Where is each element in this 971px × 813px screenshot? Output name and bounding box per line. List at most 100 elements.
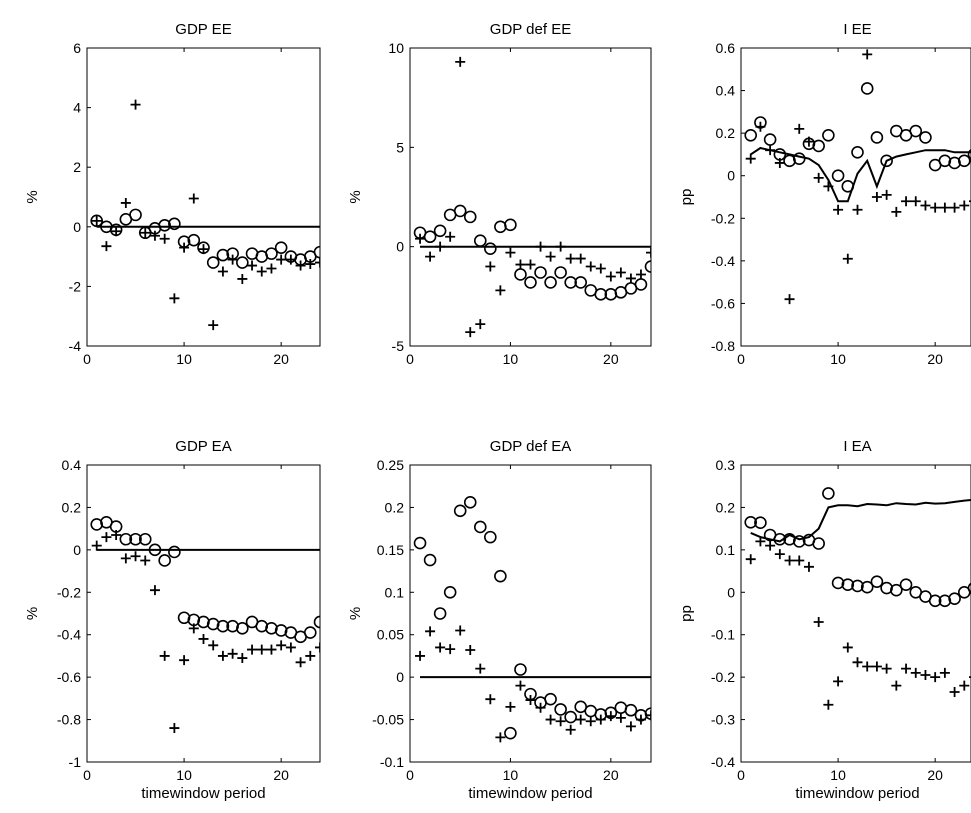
circle-point bbox=[744, 515, 758, 529]
y-tick-label: 0 bbox=[73, 219, 81, 235]
circle-point bbox=[433, 224, 447, 238]
circle-point bbox=[138, 532, 152, 546]
plus-point bbox=[159, 650, 170, 661]
plus-point bbox=[901, 196, 912, 207]
plus-point bbox=[595, 714, 606, 725]
circle-point bbox=[919, 131, 932, 144]
chart-title: GDP EE bbox=[175, 21, 231, 38]
plus-point bbox=[565, 253, 576, 264]
plus-point bbox=[237, 653, 248, 664]
circle-point bbox=[851, 579, 864, 593]
x-axis-label: timewindow period bbox=[795, 785, 919, 802]
circle-point bbox=[216, 248, 230, 262]
plus-point bbox=[188, 623, 199, 634]
plus-point bbox=[794, 123, 805, 134]
plus-point bbox=[635, 269, 646, 280]
plus-point bbox=[465, 327, 476, 338]
plus-point bbox=[425, 251, 436, 262]
plus-point bbox=[435, 642, 446, 653]
x-axis-label: timewindow period bbox=[141, 785, 265, 802]
chart-panel-3: 0 10 20 -0.8 -0.6 -0.4 -0.2 0 0.2 0.4 0.6 I EE pp bbox=[678, 21, 971, 367]
plus-point bbox=[111, 530, 122, 541]
circle-point bbox=[554, 266, 567, 279]
y-axis-label: % bbox=[347, 190, 364, 203]
circle-point bbox=[644, 260, 651, 273]
circle-point bbox=[206, 617, 220, 631]
y-tick-label: 6 bbox=[73, 40, 81, 56]
circle-point bbox=[812, 537, 825, 550]
circle-point bbox=[534, 266, 547, 279]
plus-point bbox=[585, 261, 596, 272]
plus-point bbox=[505, 247, 516, 258]
circle-point bbox=[90, 518, 104, 531]
plus-point bbox=[565, 724, 576, 735]
plot-frame bbox=[740, 47, 971, 347]
y-tick-label: -4 bbox=[69, 338, 82, 354]
plus-point bbox=[101, 532, 112, 543]
y-tick-label: 0.05 bbox=[377, 627, 404, 643]
plus-point bbox=[625, 721, 636, 732]
y-tick-label: 0.4 bbox=[62, 457, 82, 473]
plus-point bbox=[813, 172, 824, 183]
circle-point bbox=[514, 663, 527, 676]
y-tick-label: -0.8 bbox=[57, 712, 81, 728]
plus-point bbox=[745, 153, 756, 164]
circle-point bbox=[313, 615, 320, 629]
y-tick-label: -0.2 bbox=[711, 669, 735, 685]
y-tick-label: 0.1 bbox=[716, 542, 736, 558]
x-tick-label: 20 bbox=[273, 351, 289, 367]
circle-point bbox=[860, 82, 874, 95]
y-tick-label: 0.15 bbox=[377, 542, 404, 558]
plus-point bbox=[295, 657, 306, 668]
plus-point bbox=[425, 626, 436, 637]
plus-point bbox=[949, 202, 960, 213]
plus-point bbox=[276, 254, 287, 265]
plus-point bbox=[495, 732, 506, 743]
x-axis-label: timewindow period bbox=[468, 785, 592, 802]
plus-point bbox=[555, 716, 566, 727]
chart-title: I EA bbox=[843, 438, 871, 455]
plus-point bbox=[188, 193, 199, 204]
plus-point bbox=[575, 714, 586, 725]
plus-point bbox=[120, 197, 131, 208]
plus-point bbox=[949, 686, 960, 697]
plus-point bbox=[505, 701, 516, 712]
circle-point bbox=[938, 594, 952, 608]
circle-point bbox=[890, 583, 903, 597]
plus-point bbox=[295, 260, 306, 271]
plus-point bbox=[149, 230, 160, 241]
circle-point bbox=[544, 692, 557, 706]
plus-point bbox=[208, 320, 219, 331]
y-tick-label: -0.2 bbox=[711, 210, 735, 226]
y-tick-label: 0.2 bbox=[385, 499, 405, 515]
plus-point bbox=[959, 200, 970, 211]
plus-point bbox=[208, 640, 219, 651]
x-tick-label: 0 bbox=[83, 767, 91, 783]
plus-point bbox=[635, 714, 646, 725]
circle-point bbox=[967, 582, 971, 594]
x-tick-label: 0 bbox=[737, 351, 745, 367]
circle-point bbox=[644, 707, 651, 720]
y-tick-label: -0.3 bbox=[711, 712, 735, 728]
plus-point bbox=[515, 680, 526, 691]
plus-point bbox=[227, 648, 238, 659]
circle-point bbox=[129, 208, 142, 222]
plus-point bbox=[765, 540, 776, 551]
plus-point bbox=[852, 204, 863, 215]
plus-point bbox=[605, 271, 616, 282]
y-tick-label: 10 bbox=[388, 40, 404, 56]
plus-point bbox=[615, 712, 626, 723]
plus-point bbox=[784, 294, 795, 305]
circle-point bbox=[928, 594, 942, 608]
plus-point bbox=[169, 723, 180, 734]
series-group bbox=[90, 515, 320, 734]
plus-point bbox=[120, 553, 131, 564]
plus-point bbox=[179, 655, 190, 666]
y-tick-label: 0.2 bbox=[716, 125, 736, 141]
plus-point bbox=[803, 561, 814, 572]
chart-panel-5: 0 10 20 -0.1 -0.05 0 0.05 0.1 0.15 0.2 0.25 GDP def… bbox=[347, 438, 652, 802]
plus-point bbox=[256, 644, 267, 655]
y-tick-label: -0.4 bbox=[711, 253, 735, 269]
plus-point bbox=[455, 625, 466, 636]
